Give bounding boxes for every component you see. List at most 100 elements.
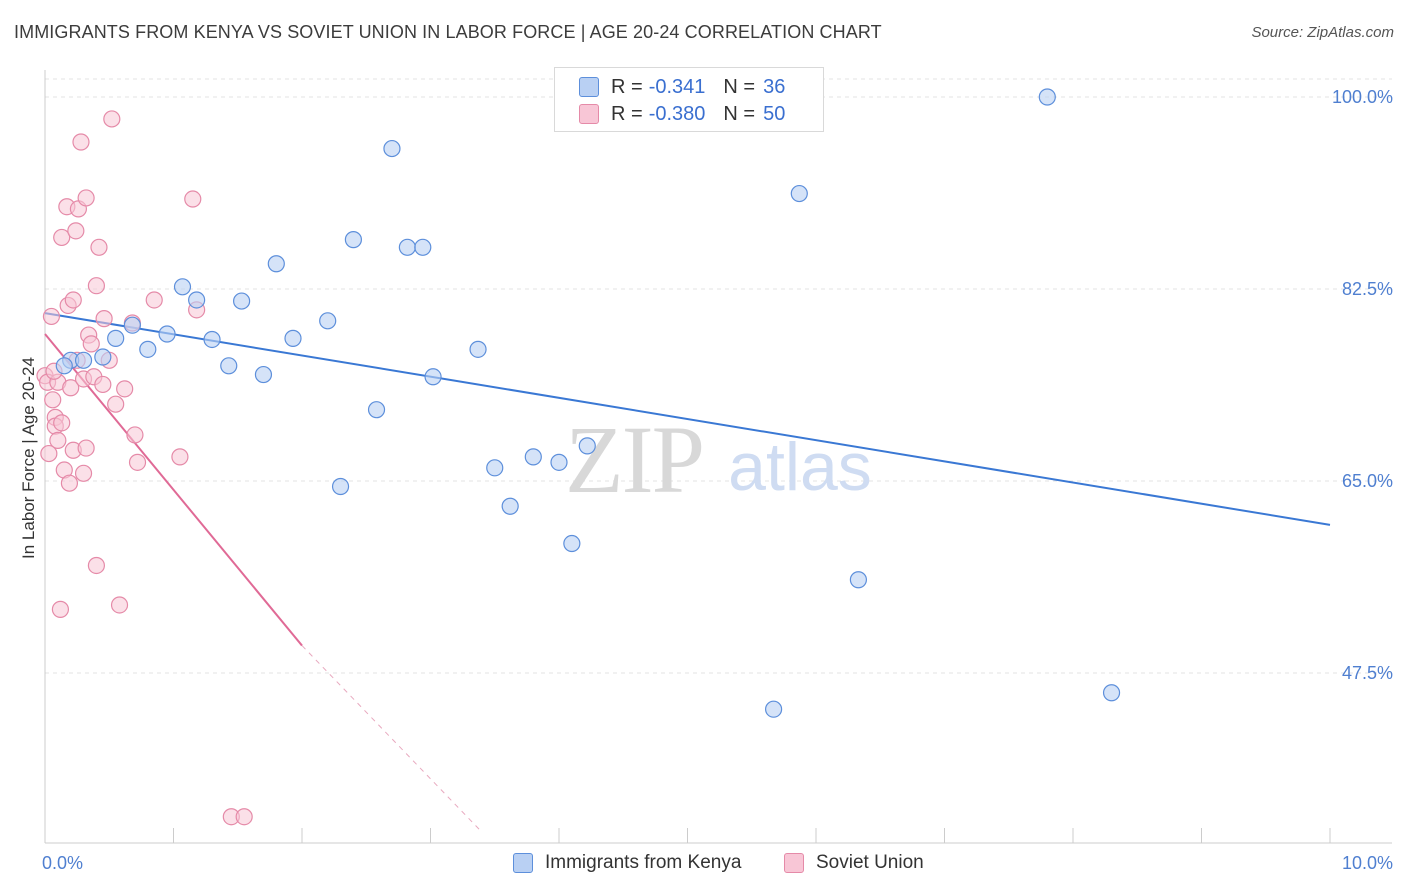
- data-point-soviet: [87, 277, 106, 295]
- data-point-soviet: [90, 238, 108, 256]
- legend-n-label: N =: [723, 102, 756, 125]
- series-swatch-pink: [784, 853, 804, 873]
- watermark: ZIP atlas: [565, 406, 872, 513]
- legend-row-kenya: R = -0.341 N = 36: [579, 74, 785, 100]
- legend-r-value: -0.341: [648, 75, 706, 98]
- series-legend-kenya: Immigrants from Kenya: [513, 852, 741, 874]
- data-points: [36, 88, 1121, 826]
- data-point-soviet: [171, 448, 189, 466]
- data-point-kenya: [398, 238, 416, 256]
- y-tick-label: 65.0%: [1342, 471, 1393, 491]
- data-point-kenya: [267, 255, 285, 273]
- watermark-zip: ZIP: [565, 406, 703, 513]
- data-point-kenya: [849, 571, 868, 589]
- data-point-soviet: [110, 596, 129, 614]
- data-point-kenya: [173, 278, 192, 296]
- legend-swatch-pink: [579, 104, 599, 124]
- data-point-soviet: [72, 133, 90, 151]
- tick-labels: 47.5% 65.0% 82.5% 100.0% 0.0% 10.0%: [42, 87, 1393, 873]
- data-point-soviet: [184, 190, 202, 208]
- data-point-kenya: [188, 291, 206, 309]
- y-tick-label: 47.5%: [1342, 663, 1393, 683]
- data-point-soviet: [42, 307, 61, 326]
- trend-lines: [44, 312, 1331, 833]
- data-point-soviet: [51, 600, 70, 618]
- data-point-kenya: [74, 351, 93, 369]
- data-point-soviet: [126, 426, 144, 444]
- data-point-soviet: [94, 375, 112, 394]
- series-swatch-blue: [513, 853, 533, 873]
- data-point-kenya: [383, 139, 401, 158]
- legend-n-label: N =: [723, 75, 756, 98]
- data-point-kenya: [158, 325, 176, 343]
- series-legend-soviet: Soviet Union: [784, 852, 924, 874]
- data-point-soviet: [53, 228, 71, 247]
- data-point-kenya: [139, 340, 157, 358]
- data-point-soviet: [74, 464, 93, 482]
- data-point-soviet: [116, 380, 134, 398]
- data-point-soviet: [128, 453, 147, 471]
- data-point-kenya: [55, 357, 73, 375]
- series-legend: Immigrants from Kenya Soviet Union: [0, 852, 1406, 878]
- data-point-kenya: [414, 238, 432, 256]
- y-tick-label: 100.0%: [1332, 87, 1393, 107]
- axes: [44, 70, 1392, 844]
- data-point-kenya: [469, 340, 487, 358]
- data-point-soviet: [77, 439, 95, 457]
- data-point-kenya: [1102, 684, 1121, 702]
- data-point-kenya: [107, 329, 125, 347]
- data-point-kenya: [501, 497, 519, 515]
- data-point-kenya: [367, 401, 386, 419]
- x-tick-label: 0.0%: [42, 853, 83, 873]
- legend-r-value: -0.380: [648, 102, 706, 125]
- data-point-soviet: [64, 291, 82, 309]
- data-point-soviet: [107, 395, 125, 413]
- watermark-atlas: atlas: [728, 429, 872, 505]
- data-point-kenya: [284, 329, 302, 347]
- x-tick-label: 10.0%: [1342, 853, 1393, 873]
- data-point-soviet: [44, 391, 62, 409]
- data-point-kenya: [764, 700, 783, 718]
- series-legend-label: Soviet Union: [816, 852, 924, 873]
- trend-line-soviet-extension: [301, 645, 483, 833]
- data-point-soviet: [145, 291, 163, 309]
- data-point-kenya: [203, 330, 221, 349]
- data-point-soviet: [103, 110, 121, 128]
- data-point-kenya: [790, 184, 808, 203]
- chart-title: IMMIGRANTS FROM KENYA VS SOVIET UNION IN…: [14, 22, 882, 42]
- data-point-soviet: [40, 444, 58, 463]
- data-point-kenya: [550, 453, 568, 471]
- y-axis-title: In Labor Force | Age 20-24: [19, 357, 38, 559]
- data-point-kenya: [331, 477, 350, 496]
- data-point-kenya: [220, 357, 238, 375]
- data-point-soviet: [60, 474, 79, 492]
- data-point-kenya: [424, 368, 442, 386]
- stats-legend: R = -0.341 N = 36 R = -0.380 N = 50: [554, 67, 824, 132]
- data-point-kenya: [344, 231, 362, 249]
- gridlines: [45, 78, 1392, 674]
- data-point-soviet: [67, 222, 85, 240]
- data-point-soviet: [53, 414, 71, 432]
- legend-n-value: 50: [763, 102, 786, 125]
- y-tick-label: 82.5%: [1342, 279, 1393, 299]
- data-point-kenya: [578, 437, 596, 455]
- series-legend-label: Immigrants from Kenya: [545, 852, 742, 873]
- source-label: Source: ZipAtlas.com: [1251, 24, 1394, 41]
- data-point-soviet: [62, 379, 80, 397]
- data-point-kenya: [524, 448, 542, 466]
- legend-row-soviet: R = -0.380 N = 50: [579, 101, 785, 127]
- data-point-soviet: [49, 431, 67, 450]
- legend-r-label: R =: [611, 75, 643, 98]
- data-point-soviet: [77, 189, 95, 207]
- data-point-kenya: [486, 459, 504, 477]
- data-point-soviet: [87, 556, 106, 575]
- data-point-kenya: [254, 365, 273, 384]
- trend-line-kenya: [44, 312, 1331, 526]
- legend-n-value: 36: [763, 75, 786, 98]
- data-point-soviet: [235, 808, 253, 826]
- data-point-kenya: [233, 292, 251, 310]
- data-point-kenya: [1038, 88, 1056, 106]
- legend-r-label: R =: [611, 102, 643, 125]
- data-point-kenya: [563, 534, 581, 553]
